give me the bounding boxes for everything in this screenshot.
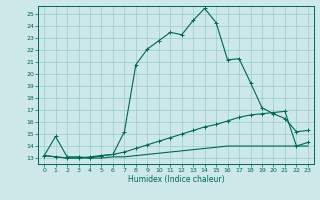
X-axis label: Humidex (Indice chaleur): Humidex (Indice chaleur) — [128, 175, 224, 184]
